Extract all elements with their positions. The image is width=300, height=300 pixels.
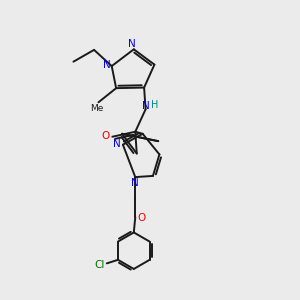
- Text: N: N: [112, 139, 120, 149]
- Text: N: N: [142, 101, 149, 111]
- Text: O: O: [102, 130, 110, 141]
- Text: N: N: [103, 60, 110, 70]
- Text: N: N: [131, 178, 139, 188]
- Text: Cl: Cl: [94, 260, 105, 270]
- Text: O: O: [138, 213, 146, 223]
- Text: N: N: [128, 39, 136, 49]
- Text: Me: Me: [90, 104, 104, 113]
- Text: H: H: [151, 100, 159, 110]
